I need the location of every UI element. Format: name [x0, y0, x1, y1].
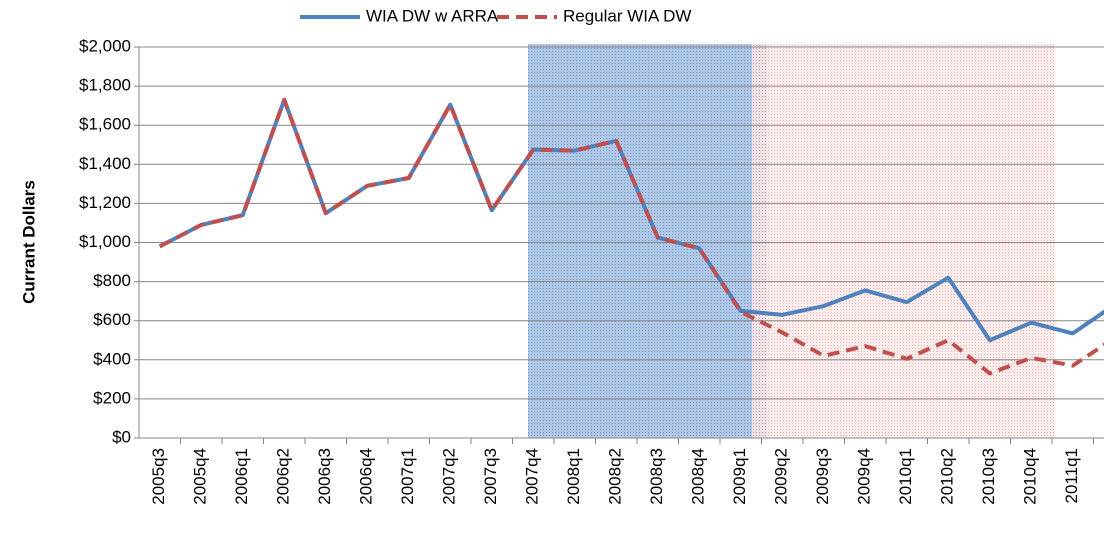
y-tick-label: $1,400 — [79, 154, 131, 173]
y-tick-label: $1,600 — [79, 115, 131, 134]
x-tick-label: 2007q2 — [440, 448, 459, 505]
x-tick-label: 2008q1 — [564, 448, 583, 505]
x-tick-label: 2008q4 — [689, 448, 708, 505]
x-tick-label: 2010q3 — [979, 448, 998, 505]
x-tick-label: 2006q3 — [315, 448, 334, 505]
x-tick-label: 2008q2 — [606, 448, 625, 505]
y-tick-label: $800 — [93, 271, 131, 290]
y-tick-label: $600 — [93, 310, 131, 329]
shaded-period — [528, 44, 767, 438]
x-tick-label: 2010q1 — [896, 448, 915, 505]
x-tick-label: 2006q1 — [232, 448, 251, 505]
legend-label: WIA DW w ARRA — [366, 6, 499, 25]
shaded-period — [752, 44, 1055, 438]
line — [158, 97, 1104, 376]
legend-label: Regular WIA DW — [563, 6, 691, 25]
x-tick-label: 2011q1 — [1062, 448, 1081, 503]
x-tick-label: 2010q2 — [938, 448, 957, 505]
x-tick-label: 2006q2 — [274, 448, 293, 505]
x-tick-label: 2006q4 — [357, 448, 376, 505]
x-tick-label: 2007q1 — [398, 448, 417, 505]
x-tick-label: 2009q4 — [855, 448, 874, 505]
x-tick-label: 2010q4 — [1021, 448, 1040, 505]
y-tick-label: $0 — [112, 427, 131, 446]
x-tick-label: 2009q2 — [772, 448, 791, 505]
y-tick-label: $1,200 — [79, 193, 131, 212]
y-axis-label: Currant Dollars — [19, 180, 38, 304]
y-tick-label: $1,800 — [79, 76, 131, 95]
y-tick-label: $200 — [93, 388, 131, 407]
x-tick-label: 2008q3 — [647, 448, 666, 505]
y-tick-label: $1,000 — [79, 232, 131, 251]
y-tick-label: $2,000 — [79, 36, 131, 55]
y-tick-label: $400 — [93, 349, 131, 368]
x-tick-label: 2009q1 — [730, 448, 749, 505]
x-tick-label: 2005q4 — [191, 448, 210, 505]
x-tick-label: 2009q3 — [813, 448, 832, 505]
x-tick-label: 2005q3 — [149, 448, 168, 505]
x-tick-label: 2007q4 — [523, 448, 542, 505]
x-tick-label: 2007q3 — [481, 448, 500, 505]
